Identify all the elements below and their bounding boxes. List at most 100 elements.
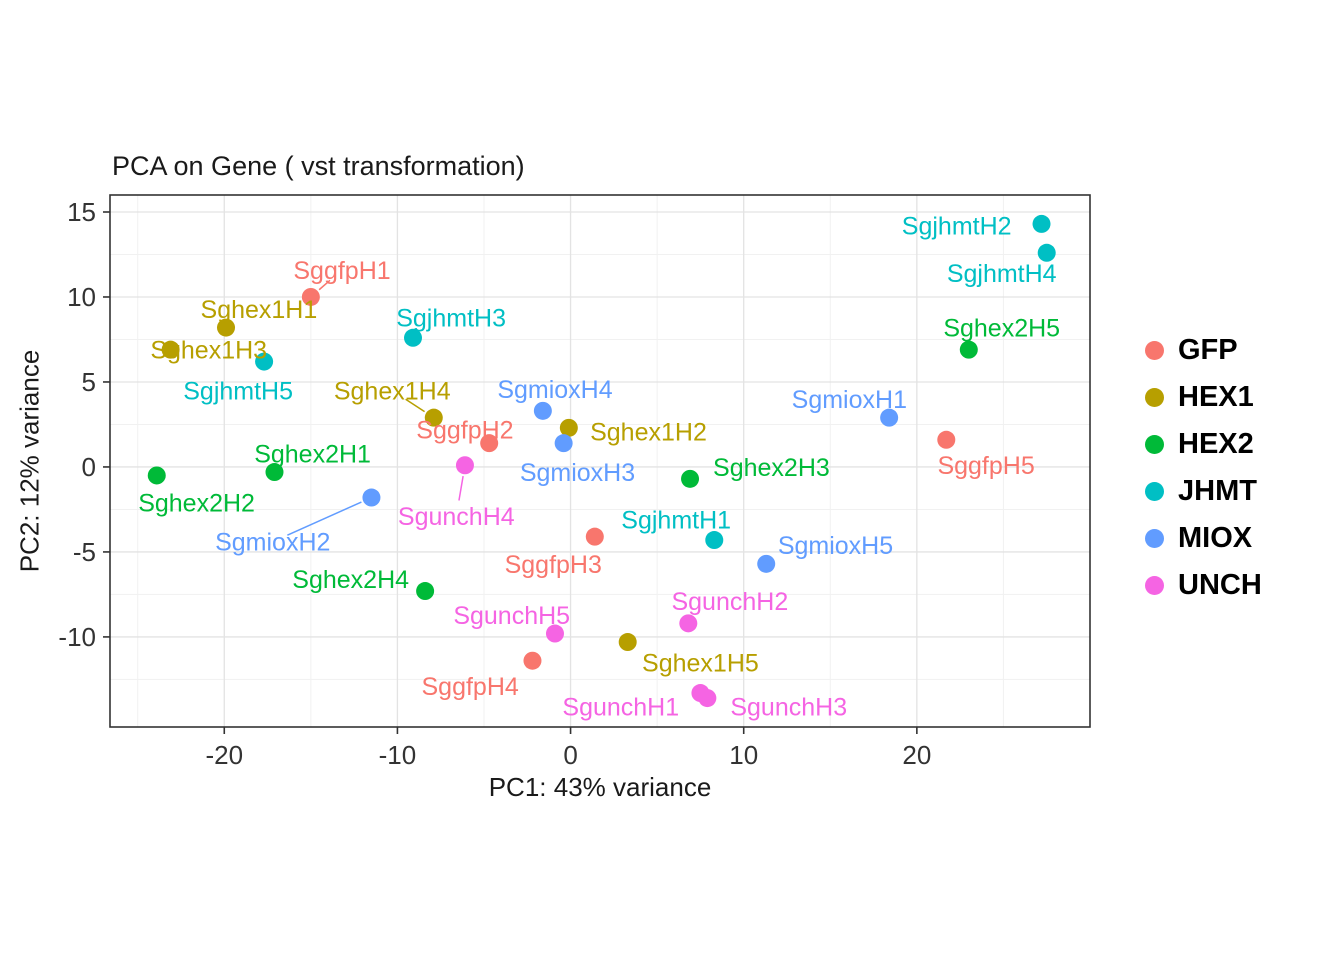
data-point-Sghex2H2	[147, 466, 166, 485]
legend-label: GFP	[1178, 334, 1238, 366]
data-point-Sghex1H1	[217, 318, 236, 337]
point-label-SgjhmtH3: SgjhmtH3	[396, 304, 506, 332]
data-point-Sghex1H4	[424, 408, 443, 427]
data-point-SgmioxH3	[554, 434, 573, 453]
legend-label: JHMT	[1178, 475, 1257, 507]
legend-item-hex1: HEX1	[1145, 374, 1262, 421]
legend-dot-icon	[1145, 529, 1164, 548]
label-leader-SggfpH1	[318, 279, 331, 291]
legend-dot-icon	[1145, 576, 1164, 595]
y-tick-label: -5	[73, 537, 96, 567]
point-label-SgunchH4: SgunchH4	[398, 503, 515, 531]
data-point-SggfpH5	[937, 430, 956, 449]
data-point-Sghex2H3	[681, 469, 700, 488]
y-tick-label: 10	[67, 282, 96, 312]
legend-item-gfp: GFP	[1145, 327, 1262, 374]
point-label-SgjhmtH2: SgjhmtH2	[902, 213, 1012, 241]
label-leader-Sghex1H4	[405, 398, 425, 413]
data-point-SgjhmtH1	[705, 531, 724, 550]
data-point-SggfpH1	[301, 287, 320, 306]
legend-dot-icon	[1145, 435, 1164, 454]
point-label-SgjhmtH4: SgjhmtH4	[947, 260, 1057, 288]
data-point-Sghex2H4	[416, 582, 435, 601]
point-label-SggfpH5: SggfpH5	[937, 452, 1034, 480]
data-point-SgjhmtH3	[404, 328, 423, 347]
data-point-SggfpH2	[480, 434, 499, 453]
point-label-Sghex2H3: Sghex2H3	[713, 454, 830, 482]
point-label-Sghex1H2: Sghex1H2	[590, 418, 707, 446]
point-label-Sghex1H1: Sghex1H1	[201, 296, 318, 324]
legend-item-miox: MIOX	[1145, 515, 1262, 562]
panel-border	[109, 194, 1091, 728]
data-point-SgunchH3	[698, 689, 717, 708]
point-label-Sghex2H5: Sghex2H5	[943, 315, 1060, 343]
point-label-SgmioxH5: SgmioxH5	[778, 532, 893, 560]
point-label-SggfpH4: SggfpH4	[421, 673, 518, 701]
x-tick-label: 10	[729, 740, 758, 770]
legend-item-hex2: HEX2	[1145, 421, 1262, 468]
legend-dot-icon	[1145, 341, 1164, 360]
point-label-Sghex1H4: Sghex1H4	[334, 377, 451, 405]
point-label-SgjhmtH5: SgjhmtH5	[183, 377, 293, 405]
point-label-SgmioxH3: SgmioxH3	[520, 459, 635, 487]
label-leader-SgmioxH2	[287, 501, 362, 536]
plot-panel	[110, 195, 1090, 727]
point-label-SggfpH2: SggfpH2	[416, 417, 513, 445]
point-label-SgunchH3: SgunchH3	[730, 694, 847, 722]
plot-title: PCA on Gene ( vst transformation)	[112, 151, 525, 181]
legend-item-unch: UNCH	[1145, 562, 1262, 609]
legend-dot-icon	[1145, 482, 1164, 501]
legend-label: MIOX	[1178, 522, 1253, 554]
point-label-SgmioxH2: SgmioxH2	[215, 529, 330, 557]
y-tick-label: 15	[67, 197, 96, 227]
point-label-SggfpH3: SggfpH3	[505, 551, 602, 579]
data-point-Sghex2H1	[265, 463, 284, 482]
legend-item-jhmt: JHMT	[1145, 468, 1262, 515]
data-point-SgmioxH5	[757, 554, 776, 573]
legend: GFP HEX1 HEX2 JHMT MIOX UNCH	[1145, 327, 1262, 609]
point-label-SggfpH1: SggfpH1	[293, 257, 390, 285]
data-point-Sghex2H5	[959, 340, 978, 359]
label-leader-SgunchH4	[458, 475, 464, 501]
data-point-Sghex1H3	[161, 340, 180, 359]
data-point-SgunchH2	[679, 614, 698, 633]
x-tick-label: -10	[379, 740, 417, 770]
point-label-SgunchH2: SgunchH2	[671, 588, 788, 616]
data-point-SgjhmtH4	[1037, 243, 1056, 262]
data-point-Sghex1H5	[618, 633, 637, 652]
data-point-SgmioxH4	[533, 401, 552, 420]
legend-label: UNCH	[1178, 569, 1262, 601]
x-axis-title: PC1: 43% variance	[488, 772, 712, 802]
y-axis-title: PC2: 12% variance	[14, 349, 45, 573]
point-label-SgunchH5: SgunchH5	[453, 602, 570, 630]
data-point-SgjhmtH5	[255, 352, 274, 371]
legend-label: HEX2	[1178, 428, 1254, 460]
point-label-Sghex2H1: Sghex2H1	[254, 440, 371, 468]
point-label-SgjhmtH1: SgjhmtH1	[621, 507, 731, 535]
x-tick-label: 0	[563, 740, 577, 770]
y-tick-label: 0	[82, 452, 96, 482]
data-point-SggfpH3	[585, 527, 604, 546]
point-label-SgunchH1: SgunchH1	[562, 694, 679, 722]
data-point-Sghex1H2	[559, 418, 578, 437]
x-tick-label: -20	[205, 740, 243, 770]
data-point-SggfpH4	[523, 651, 542, 670]
point-label-Sghex2H2: Sghex2H2	[138, 490, 255, 518]
point-label-Sghex1H3: Sghex1H3	[150, 337, 267, 365]
data-point-SgjhmtH2	[1032, 214, 1051, 233]
data-point-SgmioxH1	[880, 408, 899, 427]
x-tick-label: 20	[902, 740, 931, 770]
point-label-SgmioxH1: SgmioxH1	[792, 386, 907, 414]
legend-dot-icon	[1145, 388, 1164, 407]
data-point-SgunchH5	[545, 624, 564, 643]
data-point-SgmioxH2	[362, 488, 381, 507]
point-label-SgmioxH4: SgmioxH4	[497, 376, 612, 404]
data-point-SgunchH4	[455, 456, 474, 475]
y-tick-label: 5	[82, 367, 96, 397]
legend-label: HEX1	[1178, 381, 1254, 413]
y-tick-label: -10	[58, 622, 96, 652]
point-label-Sghex2H4: Sghex2H4	[292, 566, 409, 594]
point-label-Sghex1H5: Sghex1H5	[642, 649, 759, 677]
